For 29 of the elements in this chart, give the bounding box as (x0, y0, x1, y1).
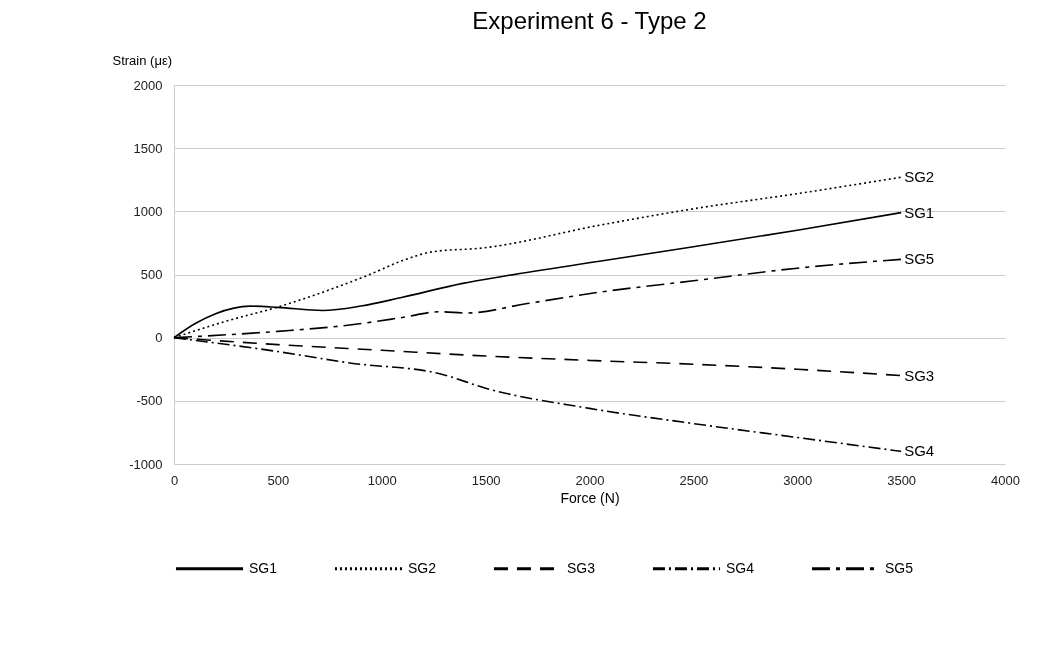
x-tick-label: 1500 (471, 472, 501, 488)
legend-label: SG3 (567, 559, 596, 576)
legend-label: SG1 (249, 559, 278, 576)
x-tick-label: 0 (170, 472, 179, 488)
y-tick-label: -500 (136, 393, 163, 409)
y-tick-label: 1000 (133, 203, 163, 219)
x-tick-label: 4000 (991, 472, 1020, 488)
chart-title: Experiment 6 - Type 2 (472, 7, 707, 34)
text: SG2 (904, 168, 935, 186)
text: SG4 (904, 442, 935, 460)
y-tick-label: 0 (155, 330, 163, 346)
legend-label: SG4 (726, 559, 755, 576)
y-tick-label: -1000 (129, 456, 163, 472)
x-tick-label: 1000 (367, 472, 397, 488)
x-tick-label: 2500 (679, 472, 709, 488)
y-tick-label: 1500 (133, 140, 163, 156)
x-tick-label: 3500 (887, 472, 917, 488)
x-axis-title: Force (N) (560, 489, 620, 506)
y-axis-title: Strain (με) (112, 52, 173, 68)
legend-label: SG5 (885, 559, 914, 576)
y-tick-label: 500 (140, 267, 163, 282)
x-tick-label: 500 (267, 472, 290, 488)
x-tick-label: 2000 (575, 472, 605, 488)
text: SG3 (904, 366, 935, 384)
legend-label: SG2 (408, 559, 437, 576)
text: SG5 (904, 250, 935, 268)
y-tick-label: 2000 (133, 77, 163, 93)
text: SG1 (904, 203, 935, 221)
x-tick-label: 3000 (783, 472, 813, 488)
